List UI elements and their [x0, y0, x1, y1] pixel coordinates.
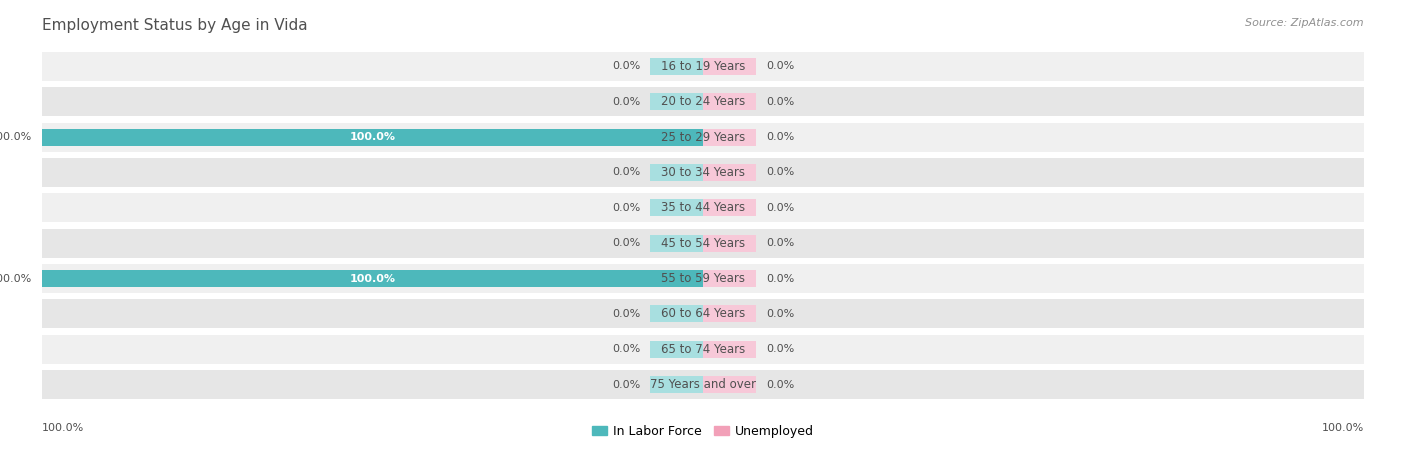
Bar: [650, 305, 703, 322]
Text: 0.0%: 0.0%: [612, 61, 640, 71]
Bar: [703, 235, 756, 252]
Text: 25 to 29 Years: 25 to 29 Years: [661, 131, 745, 143]
Text: 0.0%: 0.0%: [766, 203, 794, 213]
Bar: [650, 93, 703, 110]
Text: Source: ZipAtlas.com: Source: ZipAtlas.com: [1246, 18, 1364, 28]
Text: 0.0%: 0.0%: [766, 61, 794, 71]
Bar: [650, 235, 703, 252]
Bar: [42, 193, 1364, 222]
Text: 0.0%: 0.0%: [612, 97, 640, 107]
Text: 100.0%: 100.0%: [42, 423, 84, 433]
Text: 0.0%: 0.0%: [766, 132, 794, 142]
Text: 0.0%: 0.0%: [612, 344, 640, 354]
Legend: In Labor Force, Unemployed: In Labor Force, Unemployed: [586, 420, 820, 443]
Text: 60 to 64 Years: 60 to 64 Years: [661, 308, 745, 320]
Text: 0.0%: 0.0%: [766, 309, 794, 319]
Text: 0.0%: 0.0%: [766, 167, 794, 177]
Bar: [42, 335, 1364, 364]
Bar: [703, 305, 756, 322]
Text: 0.0%: 0.0%: [766, 97, 794, 107]
Text: 0.0%: 0.0%: [612, 167, 640, 177]
Text: 0.0%: 0.0%: [612, 238, 640, 248]
Bar: [703, 270, 756, 287]
Text: Employment Status by Age in Vida: Employment Status by Age in Vida: [42, 18, 308, 33]
Bar: [42, 158, 1364, 187]
Bar: [42, 123, 1364, 152]
Text: 35 to 44 Years: 35 to 44 Years: [661, 201, 745, 214]
Bar: [703, 341, 756, 358]
Bar: [650, 341, 703, 358]
Text: 0.0%: 0.0%: [766, 274, 794, 284]
Text: 0.0%: 0.0%: [612, 380, 640, 390]
Bar: [42, 87, 1364, 116]
Text: 0.0%: 0.0%: [766, 238, 794, 248]
Bar: [703, 199, 756, 216]
Bar: [42, 264, 1364, 293]
Text: 0.0%: 0.0%: [612, 309, 640, 319]
Text: 45 to 54 Years: 45 to 54 Years: [661, 237, 745, 250]
Text: 30 to 34 Years: 30 to 34 Years: [661, 166, 745, 179]
Text: 16 to 19 Years: 16 to 19 Years: [661, 60, 745, 73]
Bar: [650, 199, 703, 216]
Text: 100.0%: 100.0%: [350, 132, 395, 142]
Text: 20 to 24 Years: 20 to 24 Years: [661, 95, 745, 108]
Text: 65 to 74 Years: 65 to 74 Years: [661, 343, 745, 356]
Text: 75 Years and over: 75 Years and over: [650, 378, 756, 391]
Bar: [650, 58, 703, 75]
Text: 55 to 59 Years: 55 to 59 Years: [661, 272, 745, 285]
Bar: [703, 129, 756, 146]
Text: 0.0%: 0.0%: [766, 380, 794, 390]
Bar: [42, 270, 703, 287]
Text: 0.0%: 0.0%: [766, 344, 794, 354]
Bar: [703, 58, 756, 75]
Bar: [703, 93, 756, 110]
Text: 100.0%: 100.0%: [1322, 423, 1364, 433]
Text: 100.0%: 100.0%: [350, 274, 395, 284]
Bar: [42, 229, 1364, 258]
Bar: [42, 370, 1364, 399]
Bar: [703, 164, 756, 181]
Bar: [42, 129, 703, 146]
Bar: [42, 299, 1364, 328]
Text: 100.0%: 100.0%: [0, 274, 32, 284]
Text: 0.0%: 0.0%: [612, 203, 640, 213]
Bar: [650, 376, 703, 393]
Bar: [703, 376, 756, 393]
Bar: [650, 164, 703, 181]
Bar: [42, 52, 1364, 81]
Text: 100.0%: 100.0%: [0, 132, 32, 142]
